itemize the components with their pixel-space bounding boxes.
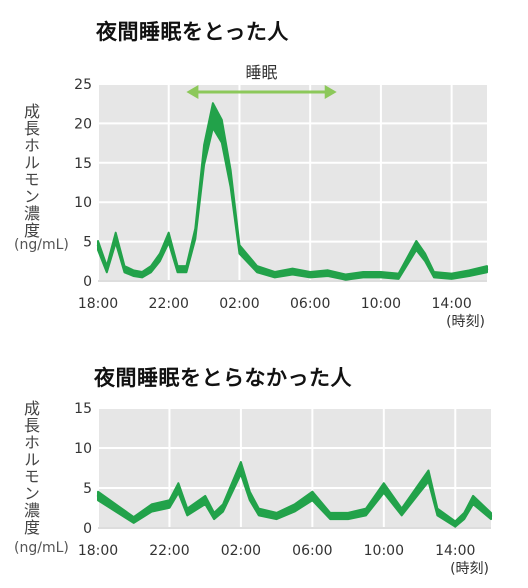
chart-1-plot-area: [98, 84, 487, 281]
chart-2-data-point: [114, 506, 118, 510]
chart-1-data-point: [423, 256, 427, 259]
chart-2-data-point: [248, 494, 252, 498]
chart-1-data-point: [362, 273, 365, 276]
chart-2-data-point: [418, 486, 421, 490]
chart-1-data-point: [468, 271, 471, 275]
chart-2-y-tick-label: 10: [74, 441, 92, 457]
chart-2-data-point: [382, 486, 386, 490]
chart-2-data-point: [168, 502, 171, 506]
chart-1-y-unit: (ng/mL): [14, 237, 69, 253]
chart-1-data-point: [96, 244, 100, 247]
chart-1-data-point: [485, 267, 489, 271]
chart-1-data-point: [326, 271, 330, 275]
chart-1-x-tick-label: 18:00: [78, 296, 118, 312]
chart-2-data-point: [257, 510, 260, 514]
chart-2-x-tick-label: 02:00: [221, 543, 261, 559]
chart-1-data-point: [123, 267, 126, 271]
chart-2-x-tick-label: 10:00: [364, 543, 404, 559]
chart-1-data-point: [149, 267, 153, 271]
chart-1-data-point: [415, 244, 418, 247]
chart-1-data-point: [238, 248, 241, 251]
chart-2-data-point: [471, 498, 475, 502]
chart-1-y-tick-label: 5: [83, 235, 92, 251]
chart-1-data-point: [141, 273, 144, 276]
chart-2-data-point: [329, 514, 332, 518]
chart-2-data-point: [212, 514, 216, 518]
chart-1-data-point: [432, 273, 436, 276]
chart-1-y-tick-label: 20: [74, 116, 92, 132]
chart-1-data-point: [194, 232, 197, 235]
chart-1-data-point: [450, 275, 453, 278]
chart-1-data-point: [167, 236, 170, 239]
chart-1-title: 夜間睡眠をとった人: [96, 20, 289, 44]
chart-1-data-point: [211, 114, 215, 117]
chart-1-data-point: [185, 267, 188, 271]
chart-2-data-point: [96, 494, 100, 498]
chart-1-sleep-label: 睡眠: [246, 63, 278, 82]
chart-2-data-point: [186, 510, 189, 514]
chart-1-data-point: [344, 275, 347, 279]
chart-1-data-point: [397, 275, 400, 278]
chart-1-y-tick-label: 0: [83, 274, 92, 290]
chart-1-x-tick-label: 02:00: [219, 296, 259, 312]
chart-1-y-tick-label: 15: [74, 156, 92, 172]
chart-2-x-tick-label: 14:00: [435, 543, 475, 559]
chart-1-data-point: [255, 267, 259, 271]
chart-1-data-point: [176, 267, 179, 271]
chart-2-data-point: [454, 522, 457, 526]
chart-2-x-unit: (時刻): [450, 561, 489, 577]
chart-1-data-point: [273, 273, 277, 276]
chart-2-x-tick-label: 18:00: [78, 543, 118, 559]
chart-2-data-point: [221, 506, 225, 510]
chart-1-x-tick-label: 06:00: [290, 296, 330, 312]
chart-1-data-point: [202, 153, 206, 157]
chart-2-series-band: [97, 461, 492, 528]
chart-2-data-point: [364, 510, 368, 514]
chart-2-y-unit: (ng/mL): [14, 540, 69, 556]
chart-1-data-point: [379, 273, 383, 276]
chart-1-sleep-arrow-left: [186, 85, 199, 99]
chart-1-data-point: [105, 267, 109, 271]
chart-2-data-point: [150, 506, 153, 510]
chart-2-data-point: [203, 498, 207, 502]
chart-1-x-tick-label: 14:00: [431, 296, 471, 312]
chart-2-title: 夜間睡眠をとらなかった人: [94, 366, 352, 390]
chart-1-data-point: [158, 256, 162, 259]
chart-1-y-axis-label: 成長ホルモン濃度: [21, 103, 40, 239]
chart-2-data-point: [463, 514, 466, 518]
chart-2-data-point: [427, 474, 430, 478]
chart-1-sleep-arrow-right: [324, 85, 337, 99]
chart-2-x-tick-label: 22:00: [149, 543, 189, 559]
chart-2-y-tick-label: 15: [74, 401, 92, 417]
chart-2-data-point: [132, 518, 135, 522]
chart-1-y-tick-label: 25: [74, 77, 92, 93]
chart-2-data-point: [311, 494, 314, 498]
chart-2-data-point: [275, 514, 278, 518]
chart-2-data-point: [346, 514, 350, 518]
chart-1-data-point: [114, 236, 117, 239]
chart-1-x-tick-label: 10:00: [361, 296, 401, 312]
chart-2-y-tick-label: 0: [83, 521, 92, 537]
chart-1-y-tick-label: 10: [74, 195, 92, 211]
chart-2-data-point: [436, 510, 439, 514]
chart-2-y-tick-label: 5: [83, 481, 92, 497]
chart-1-data-point: [308, 273, 312, 276]
chart-1-x-tick-label: 22:00: [149, 296, 189, 312]
chart-2-data-point: [489, 514, 493, 518]
chart-1-data-point: [132, 271, 135, 275]
chart-2-data-point: [400, 510, 403, 514]
chart-2-data-point: [293, 506, 296, 510]
chart-1-data-point: [229, 177, 232, 180]
chart-1-data-point: [291, 270, 294, 273]
chart-2-x-tick-label: 06:00: [292, 543, 332, 559]
chart-2-data-point: [177, 486, 180, 490]
chart-1-x-unit: (時刻): [446, 314, 485, 330]
chart-2-y-axis-label: 成長ホルモン濃度: [21, 400, 40, 536]
chart-1-data-point: [220, 130, 223, 133]
chart-2-data-point: [239, 466, 243, 470]
chart-1-series-band: [97, 102, 488, 281]
